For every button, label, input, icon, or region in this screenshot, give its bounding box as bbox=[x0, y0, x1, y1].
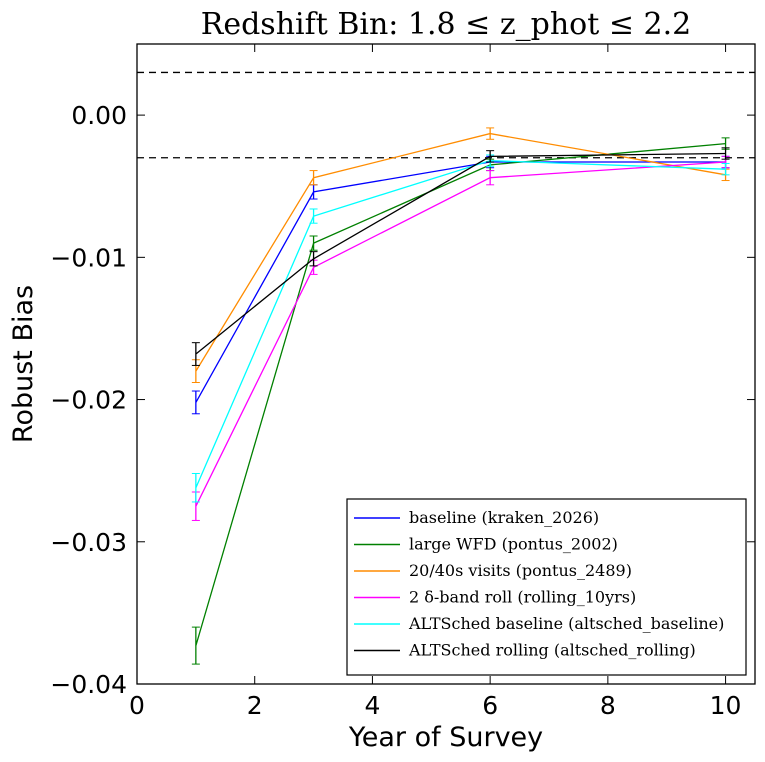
x-tick-label: 10 bbox=[710, 691, 742, 720]
legend-label: 2 δ-band roll (rolling_10yrs) bbox=[409, 588, 636, 607]
x-tick-label: 8 bbox=[600, 691, 616, 720]
x-tick-label: 6 bbox=[482, 691, 498, 720]
series-0 bbox=[191, 155, 730, 415]
y-tick-label: 0.00 bbox=[71, 101, 127, 130]
reference-lines-layer bbox=[137, 71, 755, 159]
y-axis-title: Robust Bias bbox=[8, 285, 39, 443]
legend-label: 20/40s visits (pontus_2489) bbox=[409, 561, 632, 580]
legend-box bbox=[346, 498, 747, 676]
series-line bbox=[195, 161, 726, 507]
x-tick-label: 4 bbox=[364, 691, 380, 720]
series-line bbox=[195, 159, 726, 488]
plot-frame bbox=[136, 43, 756, 685]
x-tick-label: 2 bbox=[247, 691, 263, 720]
series-layer bbox=[191, 127, 730, 665]
legend-label: ALTSched rolling (altsched_rolling) bbox=[408, 641, 696, 660]
series-5 bbox=[191, 147, 730, 366]
series-4 bbox=[191, 154, 730, 503]
x-axis-title: Year of Survey bbox=[348, 722, 543, 753]
legend: baseline (kraken_2026)large WFD (pontus_… bbox=[346, 498, 747, 676]
series-line bbox=[195, 132, 726, 372]
x-tick-label: 0 bbox=[129, 691, 145, 720]
chart-title: Redshift Bin: 1.8 ≤ z_phot ≤ 2.2 bbox=[201, 7, 691, 42]
legend-label: ALTSched baseline (altsched_baseline) bbox=[408, 614, 724, 633]
series-line bbox=[195, 152, 726, 355]
legend-label: baseline (kraken_2026) bbox=[409, 508, 599, 527]
series-3 bbox=[191, 155, 730, 521]
y-tick-label: −0.04 bbox=[50, 670, 127, 699]
ticks-layer: 0 2 4 6 8 10 −0.04 −0.03 −0.02 −0.01 0.00 bbox=[50, 44, 755, 720]
legend-label: large WFD (pontus_2002) bbox=[409, 535, 618, 554]
y-tick-label: −0.01 bbox=[50, 243, 127, 272]
series-line bbox=[195, 161, 726, 403]
y-tick-label: −0.02 bbox=[50, 386, 127, 415]
y-tick-label: −0.03 bbox=[50, 528, 127, 557]
